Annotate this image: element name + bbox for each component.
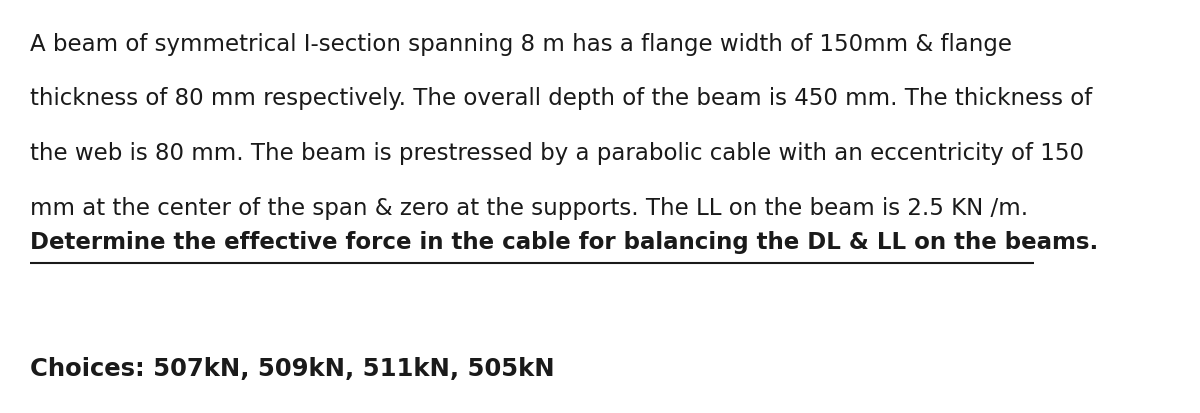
Text: the web is 80 mm. The beam is prestressed by a parabolic cable with an eccentric: the web is 80 mm. The beam is prestresse… (30, 142, 1084, 165)
Text: mm at the center of the span & zero at the supports. The LL on the beam is 2.5 K: mm at the center of the span & zero at t… (30, 197, 1028, 219)
Text: thickness of 80 mm respectively. The overall depth of the beam is 450 mm. The th: thickness of 80 mm respectively. The ove… (30, 87, 1092, 110)
Text: Choices: 507kN, 509kN, 511kN, 505kN: Choices: 507kN, 509kN, 511kN, 505kN (30, 356, 554, 380)
Text: A beam of symmetrical I-section spanning 8 m has a flange width of 150mm & flang: A beam of symmetrical I-section spanning… (30, 33, 1012, 55)
Text: Determine the effective force in the cable for balancing the DL & LL on the beam: Determine the effective force in the cab… (30, 231, 1098, 254)
